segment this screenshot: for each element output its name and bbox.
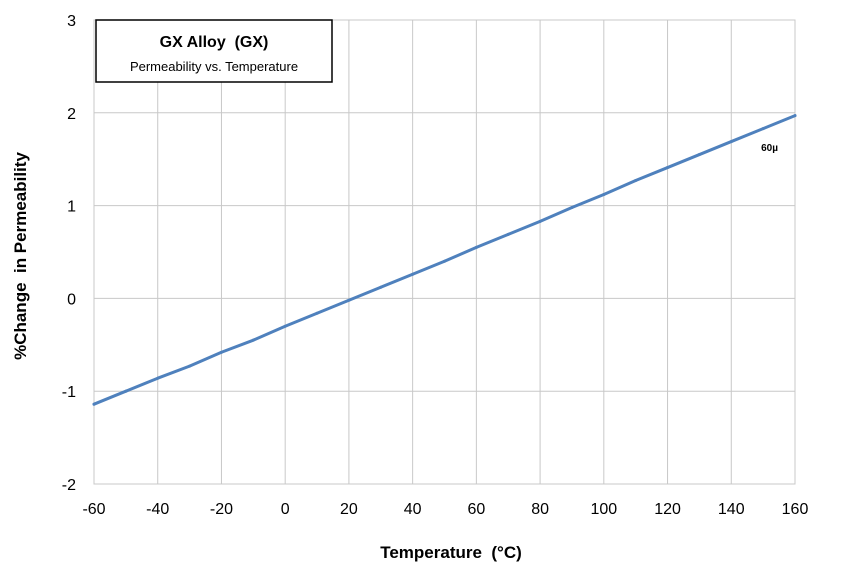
data-point — [538, 219, 542, 223]
data-point — [251, 338, 255, 342]
data-point — [474, 245, 478, 249]
grid — [93, 19, 796, 485]
y-tick-label: 0 — [67, 291, 76, 308]
legend-frame — [95, 19, 333, 83]
data-point — [697, 153, 701, 157]
data-point — [602, 192, 606, 196]
x-tick-label: 140 — [718, 501, 745, 518]
data-point — [793, 114, 797, 118]
data-point — [219, 350, 223, 354]
data-point — [188, 364, 192, 368]
legend-box: GX Alloy (GX) Permeability vs. Temperatu… — [95, 19, 333, 83]
data-point — [729, 140, 733, 144]
data-point — [124, 389, 128, 393]
x-tick-label: -60 — [82, 501, 105, 518]
x-tick-label: 80 — [531, 501, 549, 518]
tick-labels: -60 -40 -20 0 20 40 60 80 100 120 140 160 3 2 1 0 -1 -2 — [62, 13, 809, 518]
data-point — [570, 205, 574, 209]
chart-title: GX Alloy (GX) — [160, 34, 269, 51]
data-point — [315, 311, 319, 315]
x-tick-label: 0 — [281, 501, 290, 518]
y-tick-label: 1 — [67, 199, 76, 216]
data-point — [761, 127, 765, 131]
y-tick-label: 2 — [67, 106, 76, 123]
x-tick-label: 60 — [467, 501, 485, 518]
data-point — [92, 402, 96, 406]
series-label: 60µ — [761, 143, 778, 154]
x-tick-label: 20 — [340, 501, 358, 518]
x-tick-label: 100 — [590, 501, 617, 518]
y-tick-label: -1 — [62, 384, 76, 401]
y-tick-label: 3 — [67, 13, 76, 30]
y-tick-label: -2 — [62, 477, 76, 494]
data-point — [347, 298, 351, 302]
x-tick-label: 160 — [782, 501, 809, 518]
y-axis-title: %Change in Permeability — [11, 152, 30, 360]
x-axis-title: Temperature (°C) — [380, 543, 522, 562]
data-point — [634, 179, 638, 183]
x-tick-label: 40 — [404, 501, 422, 518]
x-tick-label: -40 — [146, 501, 169, 518]
data-point — [443, 259, 446, 263]
data-point — [666, 166, 670, 170]
series-layer: 60µ — [92, 114, 797, 406]
plot-area-border — [93, 19, 796, 485]
data-point — [506, 232, 510, 236]
data-point — [379, 285, 383, 289]
data-point — [411, 272, 415, 276]
data-point — [156, 376, 160, 380]
chart-subtitle: Permeability vs. Temperature — [130, 59, 298, 74]
data-point — [283, 324, 287, 328]
x-tick-label: -20 — [210, 501, 233, 518]
x-tick-label: 120 — [654, 501, 681, 518]
